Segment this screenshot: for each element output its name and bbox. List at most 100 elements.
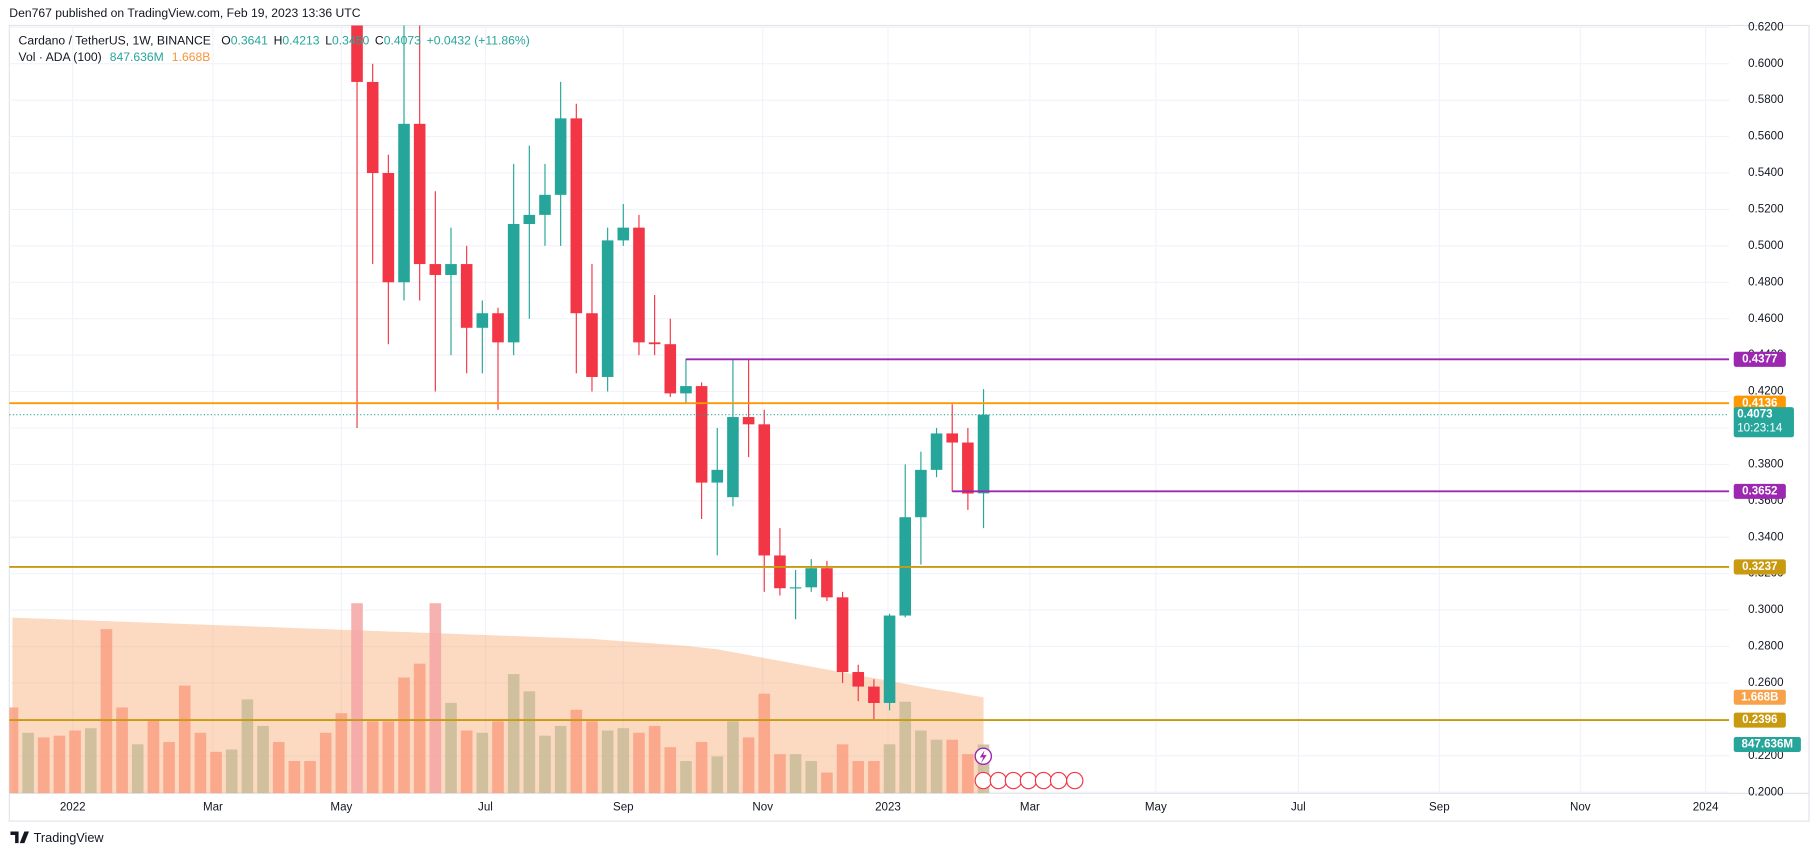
candle-body — [601, 240, 614, 377]
candle-body — [774, 555, 786, 589]
candle-body — [523, 214, 536, 224]
event-flag — [1019, 771, 1038, 790]
candle-body — [695, 386, 708, 483]
candle-body — [476, 313, 489, 328]
candle-body — [366, 81, 379, 173]
volume-ma-badge — [1733, 689, 1786, 705]
volume-pane — [9, 603, 990, 794]
event-icon — [979, 750, 987, 764]
candle-body — [680, 386, 692, 394]
x-tick-label: May — [330, 801, 352, 813]
candle-body — [930, 433, 943, 470]
event-flag — [974, 771, 992, 790]
volume-bar — [570, 709, 583, 794]
candle-body — [617, 227, 630, 241]
volume-bar — [946, 739, 959, 794]
volume-bar — [69, 730, 81, 794]
volume-label: Vol · ADA (100) — [19, 50, 102, 64]
event-flag — [1034, 771, 1053, 790]
y-tick-label: 0.3400 — [1748, 531, 1783, 543]
candle-body — [883, 615, 896, 703]
x-tick-label: Mar — [1020, 801, 1040, 813]
x-tick-label: Mar — [203, 801, 223, 813]
volume-bar — [633, 732, 645, 794]
volume-bar — [460, 730, 473, 794]
volume-bar — [695, 742, 708, 794]
brand-name: TradingView — [34, 830, 105, 845]
candle-body — [727, 417, 739, 498]
price-badge-text: 0.4136 — [1742, 397, 1778, 409]
price-lines — [9, 358, 1730, 722]
price-badge-text: 0.2396 — [1742, 714, 1778, 726]
volume-bar — [241, 699, 254, 794]
price-badge-text: 0.4377 — [1742, 353, 1777, 365]
candle-body — [586, 313, 598, 377]
y-tick-label: 0.6200 — [1748, 21, 1783, 33]
event-flag — [989, 771, 1008, 790]
published-note: Den767 published on TradingView.com, Feb… — [9, 6, 360, 20]
candle-body — [664, 344, 677, 394]
volume-bar — [836, 744, 849, 794]
volume-bar — [852, 761, 865, 794]
candle-body — [977, 414, 990, 494]
ohlc-value: 0.3450 — [332, 34, 369, 48]
volume-value: 847.636M — [110, 50, 164, 64]
volume-bar — [883, 744, 896, 794]
y-tick-label: 0.3800 — [1748, 458, 1783, 470]
y-tick-label: 0.4200 — [1748, 386, 1783, 398]
volume-bar — [257, 725, 269, 794]
y-tick-label: 0.4600 — [1748, 313, 1783, 325]
footer: TradingView — [10, 830, 104, 845]
volume-bar — [789, 754, 802, 794]
event-flag — [1049, 771, 1068, 790]
candle-body — [413, 123, 426, 265]
price-badge — [1733, 483, 1786, 499]
legend-volume: Vol · ADA (100) 847.636M 1.668B — [19, 50, 211, 64]
event-flag — [1004, 771, 1023, 790]
volume-bar — [131, 744, 144, 794]
volume-ma-area — [12, 617, 984, 794]
volume-bar — [178, 685, 191, 794]
volume-bar — [413, 663, 426, 794]
ohlc-label: L — [325, 34, 332, 48]
volume-bar — [492, 721, 504, 794]
candle-body — [351, 25, 363, 82]
y-tick-label: 0.2800 — [1748, 641, 1783, 653]
volume-bar — [194, 732, 207, 794]
volume-bar — [915, 730, 927, 794]
candle-body — [946, 433, 959, 443]
volume-bar — [868, 761, 880, 794]
volume-bar — [664, 747, 677, 794]
symbol-title: Cardano / TetherUS, 1W, BINANCE — [19, 34, 211, 48]
volume-bar — [727, 721, 739, 794]
y-tick-label: 0.2000 — [1748, 786, 1783, 798]
volume-ma-value: 1.668B — [172, 50, 211, 64]
volume-bar — [225, 749, 238, 794]
volume-bar — [210, 751, 222, 794]
volume-bar — [272, 742, 285, 794]
volume-bar — [100, 629, 113, 794]
candle-body — [648, 342, 661, 345]
candle-body — [962, 442, 974, 494]
ohlc-label: O — [221, 34, 230, 48]
x-tick-label: 2022 — [60, 801, 86, 813]
volume-badge-text: 847.636M — [1742, 739, 1794, 751]
volume-bar — [84, 728, 97, 794]
candle-body — [633, 227, 645, 343]
y-tick-label: 0.5000 — [1748, 240, 1783, 252]
volume-bar — [366, 721, 379, 794]
brand-logo — [10, 831, 29, 844]
volume-bar — [304, 761, 316, 794]
volume-bar — [429, 603, 442, 794]
volume-bar — [116, 707, 128, 794]
volume-bar — [523, 691, 536, 794]
candle-body — [821, 568, 833, 598]
last-price-text: 0.4073 — [1737, 409, 1773, 421]
ohlc-value: 0.4213 — [282, 34, 319, 48]
candle-body — [507, 223, 520, 343]
ohlc-label: C — [375, 34, 384, 48]
chart-frame — [8, 24, 1810, 822]
candle-body — [492, 313, 504, 343]
